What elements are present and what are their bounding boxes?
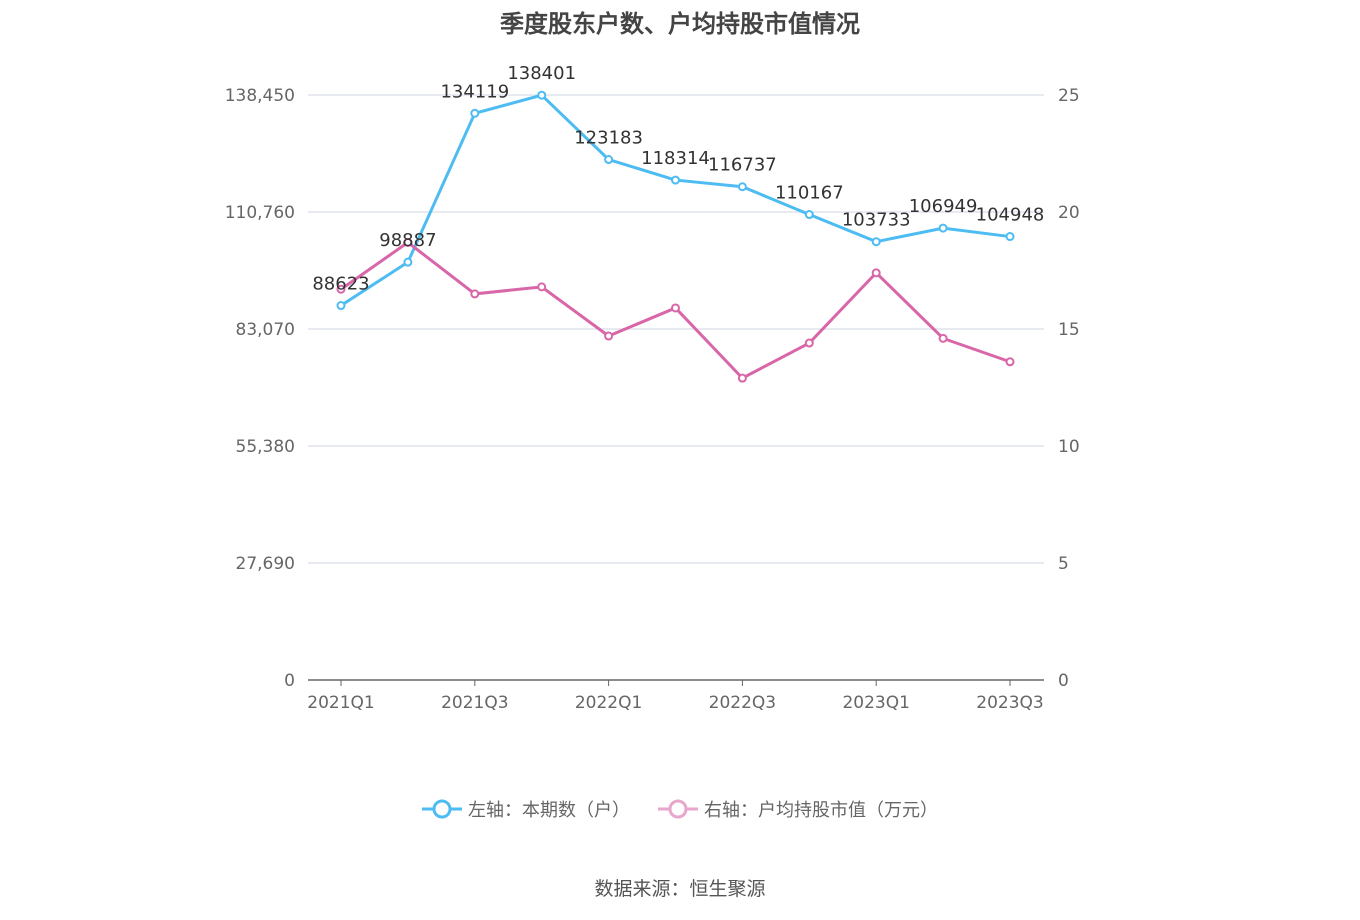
data-point (1005, 357, 1015, 367)
x-tick-label: 2022Q3 (709, 693, 776, 713)
data-point (804, 210, 814, 220)
source-note: 数据来源：恒生聚源 (594, 878, 766, 900)
legend-marker-pink-icon (658, 799, 698, 819)
data-point (403, 257, 413, 267)
chart-title: 季度股东户数、户均持股市值情况 (500, 10, 860, 38)
data-label: 123183 (574, 128, 643, 149)
left-tick-label: 83,070 (236, 320, 295, 340)
data-point (671, 175, 680, 185)
data-point (938, 333, 948, 343)
right-tick-label: 15 (1058, 320, 1080, 340)
data-point (604, 331, 614, 341)
legend: 左轴：本期数（户） 右轴：户均持股市值（万元） (0, 796, 1360, 822)
left-tick-label: 55,380 (236, 437, 295, 457)
data-point (470, 108, 480, 118)
data-label: 116737 (708, 155, 777, 176)
data-label: 118314 (641, 148, 710, 169)
data-label: 110167 (775, 183, 844, 204)
data-label: 88623 (312, 274, 369, 295)
data-point (671, 303, 680, 313)
x-tick-label: 2022Q1 (575, 693, 642, 713)
data-point (871, 237, 881, 247)
data-point (604, 155, 614, 165)
data-label: 103733 (842, 210, 911, 231)
data-point (804, 338, 814, 348)
x-tick-label: 2021Q1 (307, 693, 374, 713)
legend-marker-blue-icon (422, 799, 462, 819)
data-point (537, 90, 547, 100)
line-chart: 0 0 27,690 5 55,380 10 83,070 15 110,760 20 138,45… (225, 63, 1080, 713)
data-point (336, 301, 346, 311)
data-point (737, 182, 747, 192)
data-label: 106949 (909, 196, 978, 217)
data-point (938, 223, 948, 233)
data-label: 104948 (976, 205, 1045, 226)
data-point (470, 289, 480, 299)
data-point (737, 373, 747, 383)
data-label: 134119 (440, 81, 509, 102)
legend-item-left[interactable]: 左轴：本期数（户） (422, 796, 630, 822)
legend-item-right[interactable]: 右轴：户均持股市值（万元） (658, 796, 938, 822)
legend-label: 右轴：户均持股市值（万元） (704, 800, 938, 821)
left-tick-label: 0 (284, 671, 295, 691)
right-tick-label: 0 (1058, 671, 1069, 691)
data-label: 138401 (507, 63, 576, 84)
data-point (871, 268, 881, 278)
data-point (336, 284, 346, 294)
x-tick-label: 2021Q3 (441, 693, 508, 713)
left-tick-label: 27,690 (236, 554, 295, 574)
x-tick-label: 2023Q3 (976, 693, 1043, 713)
data-point (537, 282, 547, 292)
data-point (1005, 232, 1015, 242)
legend-label: 左轴：本期数（户） (468, 800, 630, 821)
data-point (403, 237, 413, 247)
right-tick-label: 20 (1058, 203, 1080, 223)
left-tick-label: 110,760 (225, 203, 295, 223)
x-tick-label: 2023Q1 (842, 693, 909, 713)
right-tick-label: 5 (1058, 554, 1069, 574)
right-tick-label: 25 (1058, 86, 1080, 106)
left-tick-label: 138,450 (225, 86, 295, 106)
data-label: 98887 (379, 230, 436, 251)
right-tick-label: 10 (1058, 437, 1080, 457)
